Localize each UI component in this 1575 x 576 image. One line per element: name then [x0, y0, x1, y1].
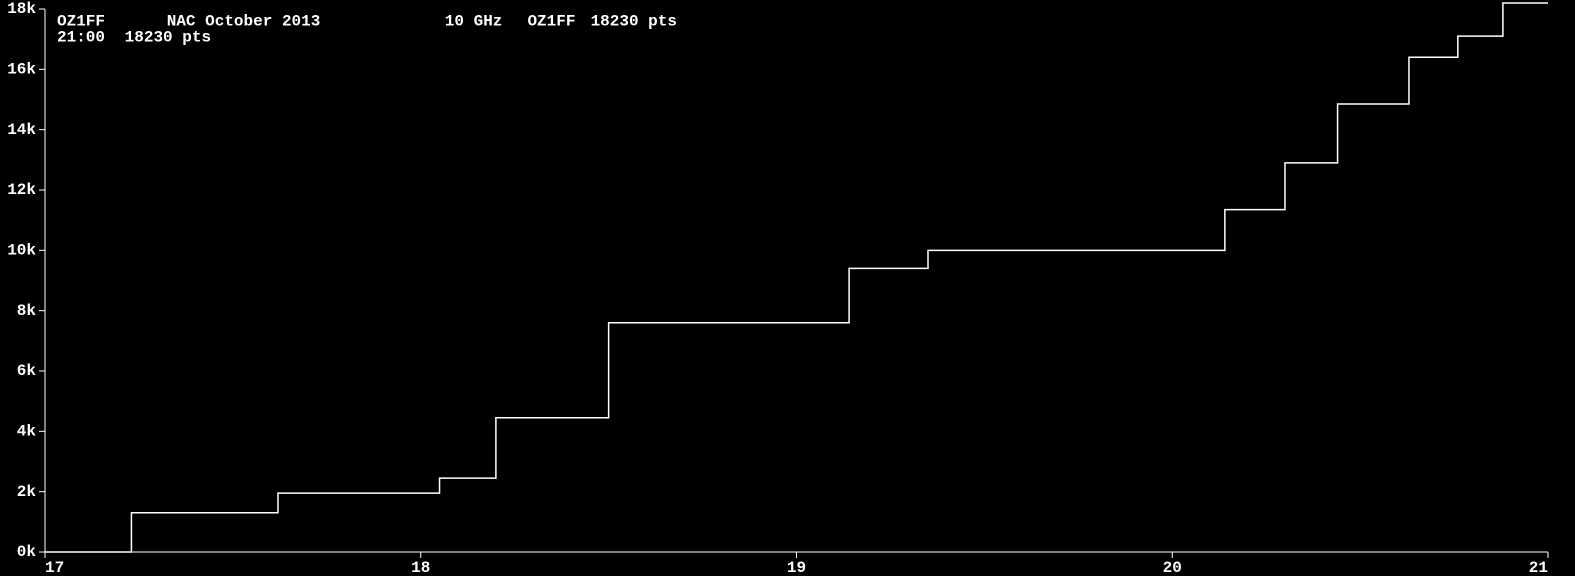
- chart-header-text: 18230 pts: [591, 12, 677, 30]
- y-tick-label: 16k: [7, 61, 36, 79]
- chart-header-text: 10 GHz: [445, 12, 503, 30]
- y-tick-label: 2k: [17, 483, 37, 501]
- y-tick-label: 8k: [17, 302, 37, 320]
- score-chart: 0k 2k 4k 6k 8k 10k 12k 14k 16k 18k 17 18 19 20 21 OZ1FF…: [0, 0, 1575, 576]
- y-tick-label: 14k: [7, 121, 36, 139]
- x-tick-label: 18: [411, 559, 430, 576]
- chart-header-text: OZ1FF: [527, 12, 575, 30]
- y-tick-label: 10k: [7, 242, 36, 260]
- x-tick-label: 19: [787, 559, 806, 576]
- x-tick-label: 20: [1163, 559, 1182, 576]
- chart-canvas: 0k 2k 4k 6k 8k 10k 12k 14k 16k 18k 17 18 19 20 21 OZ1FF…: [0, 0, 1575, 576]
- chart-header-text: 18230 pts: [125, 28, 211, 46]
- y-tick-label: 18k: [7, 0, 36, 18]
- y-tick-label: 4k: [17, 423, 37, 441]
- y-tick-label: 6k: [17, 362, 37, 380]
- x-tick-label: 21: [1529, 559, 1548, 576]
- chart-header-text: 21:00: [57, 28, 105, 46]
- y-tick-label: 12k: [7, 181, 36, 199]
- x-tick-label: 17: [45, 559, 64, 576]
- y-tick-label: 0k: [17, 543, 37, 561]
